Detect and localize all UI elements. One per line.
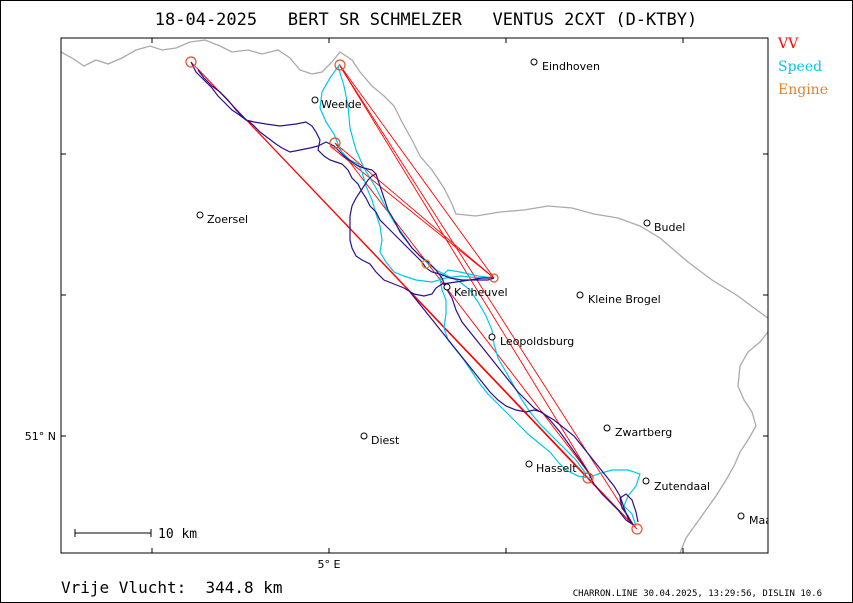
free-flight-distance: Vrije Vlucht: 344.8 km xyxy=(61,578,283,597)
town-zoersel: Zoersel xyxy=(196,211,248,226)
svg-text:Maa: Maa xyxy=(749,514,772,527)
map-title: 18-04-2025 BERT SR SCHMELZER VENTUS 2CXT… xyxy=(155,10,697,30)
legend-engine: Engine xyxy=(778,82,828,98)
scale-bar-label: 10 km xyxy=(158,527,197,542)
town-hasselt: Hasselt xyxy=(525,460,577,475)
legend: VV Speed Engine xyxy=(777,36,828,98)
country-border xyxy=(61,39,768,319)
town-zutendaal: Zutendaal xyxy=(642,477,710,493)
svg-text:Hasselt: Hasselt xyxy=(536,462,577,475)
town-budel: Budel xyxy=(643,219,685,234)
svg-text:Eindhoven: Eindhoven xyxy=(542,60,600,73)
country-border-meuse xyxy=(679,331,768,553)
flight-track-3 xyxy=(409,291,639,526)
software-info: CHARRON.LINE 30.04.2025, 13:29:56, DISLI… xyxy=(573,589,822,599)
town-maa: Maa xyxy=(737,512,772,527)
town-keiheuvel: Keiheuvel xyxy=(443,283,508,299)
map-area: Eindhoven Weelde Zoersel Budel Kleine Br… xyxy=(61,39,772,553)
town-eindhoven: Eindhoven xyxy=(530,58,600,73)
turnpoint-marker xyxy=(334,59,346,71)
speed-track xyxy=(319,63,641,527)
town-leopoldsburg: Leopoldsburg xyxy=(488,333,574,348)
svg-text:Zutendaal: Zutendaal xyxy=(654,480,710,493)
turnpoint-marker xyxy=(489,273,499,283)
town-weelde: Weelde xyxy=(311,96,362,111)
svg-text:Weelde: Weelde xyxy=(321,98,362,111)
svg-text:Zoersel: Zoersel xyxy=(207,213,248,226)
turnpoint-marker xyxy=(185,56,197,68)
town-zwartberg: Zwartberg xyxy=(603,424,672,439)
longitude-label: 5° E xyxy=(318,558,341,571)
svg-text:Kleine Brogel: Kleine Brogel xyxy=(588,293,661,306)
axis-ticks xyxy=(61,38,768,553)
svg-text:Diest: Diest xyxy=(371,434,400,447)
flight-track xyxy=(190,61,495,297)
turnpoints xyxy=(185,56,643,535)
town-kleine-brogel: Kleine Brogel xyxy=(576,291,661,306)
svg-text:Budel: Budel xyxy=(654,221,685,234)
legend-speed: Speed xyxy=(778,59,822,75)
speed-track-return xyxy=(337,65,587,475)
svg-text:Leopoldsburg: Leopoldsburg xyxy=(500,335,574,348)
latitude-label: 51° N xyxy=(25,430,56,443)
turnpoint-marker xyxy=(631,523,643,535)
engine-marker xyxy=(421,259,431,269)
svg-text:Zwartberg: Zwartberg xyxy=(615,426,672,439)
turnpoint-marker xyxy=(582,472,594,484)
town-diest: Diest xyxy=(360,432,400,447)
legend-vv: VV xyxy=(777,36,799,52)
svg-text:Keiheuvel: Keiheuvel xyxy=(454,286,508,299)
town-layer: Eindhoven Weelde Zoersel Budel Kleine Br… xyxy=(196,58,772,527)
scale-bar: 10 km xyxy=(74,527,197,542)
turnpoint-marker xyxy=(329,137,341,149)
flight-track-2 xyxy=(375,173,635,527)
